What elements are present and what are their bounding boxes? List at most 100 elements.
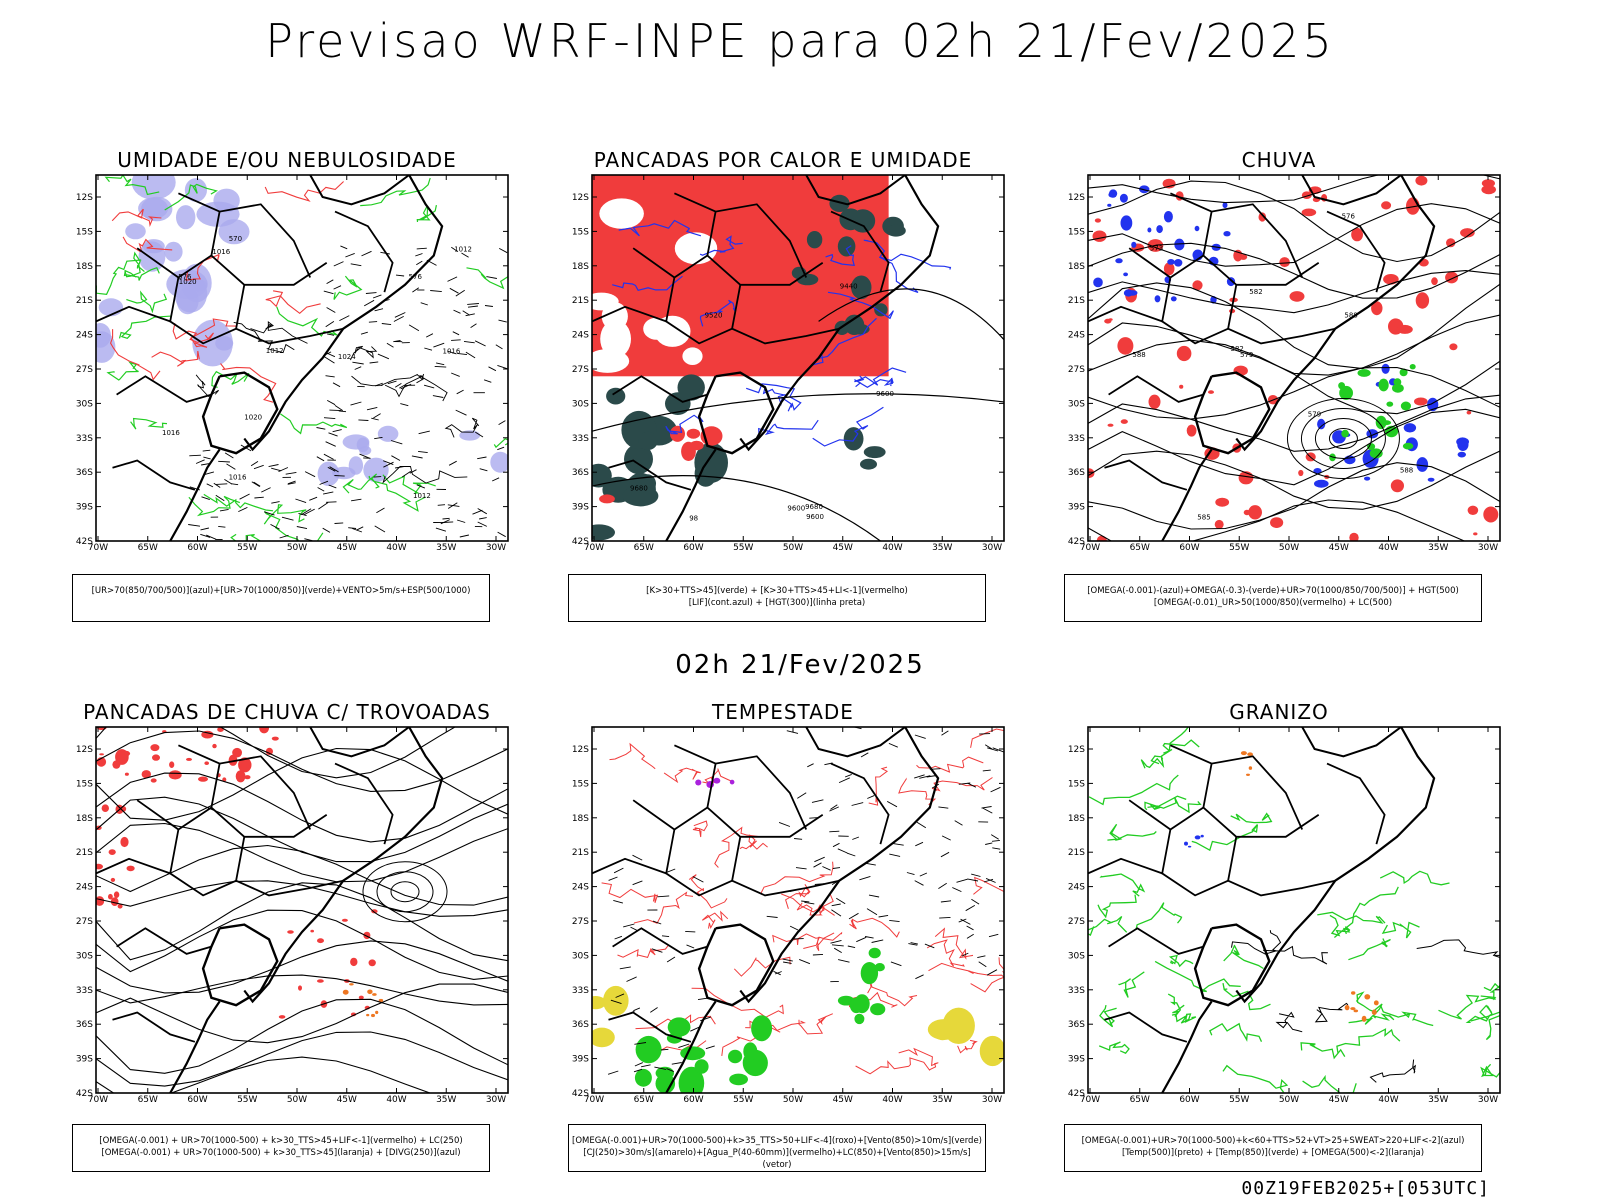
wind-green-area: [860, 962, 879, 985]
wind-vector: [271, 467, 282, 472]
lat-label: 39S: [572, 1055, 589, 1065]
wind-vector: [657, 895, 670, 898]
state-border: [592, 305, 667, 323]
lon-label: 30W: [1478, 543, 1498, 553]
lc-850-contour: [928, 962, 1004, 978]
lat-label: 36S: [76, 468, 93, 478]
wind-vector: [492, 477, 500, 482]
state-border: [706, 763, 824, 838]
wind-vector: [479, 468, 488, 472]
instability-green-area: [874, 303, 888, 317]
wind-vector: [619, 966, 631, 970]
lif-contour: [812, 317, 877, 366]
lc-850-contour: [733, 956, 791, 977]
rain-green-area: [1341, 429, 1349, 438]
wind-vector: [666, 956, 676, 963]
temp-850-contour: [1379, 1005, 1434, 1027]
wind-vector: [832, 842, 840, 848]
thunder-red-area: [265, 747, 273, 755]
coastline: [309, 175, 410, 206]
rain-red-area: [1351, 227, 1363, 242]
temp-850-contour: [1470, 1011, 1500, 1022]
thunder-red-area: [108, 893, 113, 900]
wind-vector: [215, 494, 225, 502]
wind-vector: [332, 382, 341, 388]
lat-label: 21S: [572, 296, 589, 306]
lat-label: 12S: [572, 745, 589, 755]
clear-area: [600, 319, 631, 358]
state-border: [1170, 744, 1304, 830]
wind-vector: [892, 842, 904, 846]
panel-legend: [K>30+TTS>45](verde) + [K>30+TTS>45+LI<-…: [568, 574, 986, 622]
wind-vector: [451, 372, 460, 377]
green-contour: [188, 495, 241, 517]
rain-red-area: [1270, 517, 1284, 528]
wind-vector: [829, 806, 839, 812]
lif-contour: [854, 367, 907, 386]
wind-green-area: [751, 1015, 773, 1042]
wind-green-area: [870, 1003, 886, 1016]
humidity-area: [141, 196, 173, 222]
wind-vector: [373, 413, 381, 419]
wind-vector: [340, 245, 348, 250]
rain-red-area: [1092, 230, 1107, 242]
lc-850-contour: [868, 766, 889, 806]
wind-vector: [238, 506, 248, 513]
streamline: [1088, 394, 1500, 452]
pressure-contour: [250, 320, 308, 344]
wind-vector: [966, 933, 974, 939]
lat-label: 36S: [572, 1020, 589, 1030]
rain-green-area: [1409, 364, 1416, 370]
wind-green-area: [849, 997, 863, 1014]
lat-label: 42S: [1068, 537, 1085, 547]
green-contour: [493, 438, 508, 449]
temp-850-contour: [1171, 1013, 1197, 1024]
wind-vector: [914, 734, 926, 739]
wind-vector: [213, 482, 221, 488]
omega-orange-area: [1246, 773, 1250, 776]
wind-vector: [278, 467, 289, 473]
lat-label: 18S: [76, 814, 93, 824]
lon-label: 60W: [1179, 543, 1199, 553]
wind-vector: [848, 912, 859, 920]
thunder-orange-area: [367, 989, 373, 995]
lon-label: 70W: [1080, 543, 1100, 553]
lon-label: 45W: [833, 543, 853, 553]
wind-vector: [383, 461, 394, 468]
instability-red-area: [599, 494, 615, 504]
wind-vector: [851, 802, 864, 806]
contour-label: 9520: [705, 312, 723, 320]
rain-blue-area: [1119, 193, 1128, 203]
wind-vector: [475, 431, 484, 438]
rain-blue-area: [1314, 479, 1329, 488]
lc-850-contour: [760, 861, 834, 894]
state-border: [665, 277, 733, 345]
wind-vector: [470, 323, 477, 328]
coastline: [805, 727, 906, 758]
wind-vector: [226, 463, 236, 470]
lat-label: 39S: [76, 1055, 93, 1065]
streamline: [96, 983, 508, 1044]
lc-850-contour: [798, 1013, 833, 1035]
wind-vector: [685, 930, 696, 933]
lon-label: 30W: [486, 1095, 506, 1105]
wind-vector: [287, 482, 296, 485]
wind-green-area: [667, 1017, 691, 1037]
wind-vector: [856, 936, 867, 943]
wind-vector: [451, 246, 459, 252]
rain-green-area: [1402, 442, 1414, 450]
wind-vector: [386, 342, 394, 348]
wind-vector: [633, 1007, 641, 1012]
wind-vector: [477, 521, 487, 527]
humidity-area: [96, 331, 116, 363]
wind-vector: [786, 730, 799, 734]
map-layers: [96, 727, 508, 1093]
clear-area: [599, 198, 644, 229]
thunder-orange-area: [371, 1013, 375, 1018]
green-contour: [104, 175, 160, 196]
coastline: [1161, 1000, 1213, 1093]
wind-vector: [939, 916, 951, 919]
wind-vector: [251, 481, 261, 487]
wind-vector: [394, 312, 406, 318]
wind-vector: [783, 961, 792, 964]
